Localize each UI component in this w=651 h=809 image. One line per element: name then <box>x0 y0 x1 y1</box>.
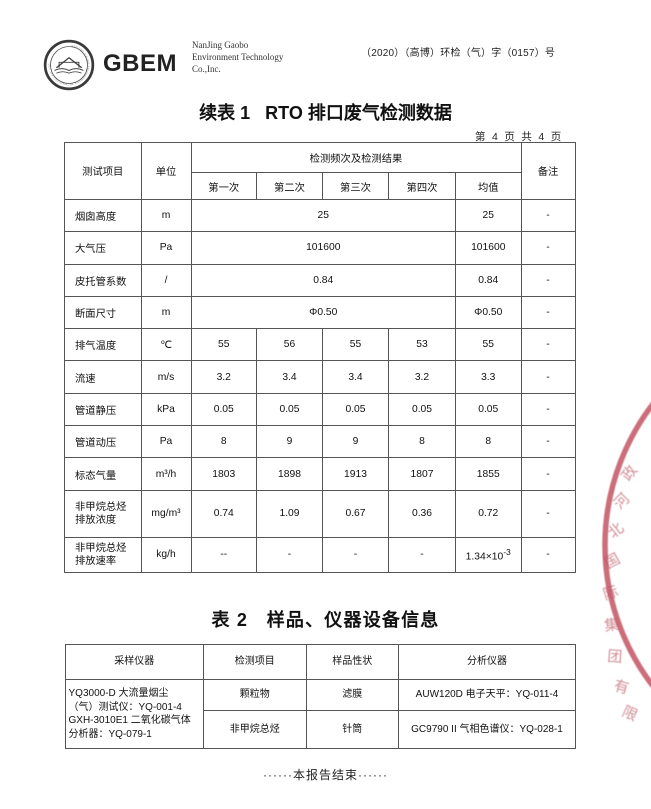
svg-text:团: 团 <box>607 648 623 666</box>
svg-text:限: 限 <box>619 703 640 725</box>
svg-text:集: 集 <box>603 616 620 635</box>
svg-text:河: 河 <box>611 490 634 513</box>
svg-text:NANJING GAOBO ENVIRONMENT TECH: NANJING GAOBO ENVIRONMENT TECHNOLOGY CO.… <box>47 44 90 87</box>
svg-text:际: 际 <box>601 583 621 604</box>
svg-text:有: 有 <box>612 677 631 697</box>
